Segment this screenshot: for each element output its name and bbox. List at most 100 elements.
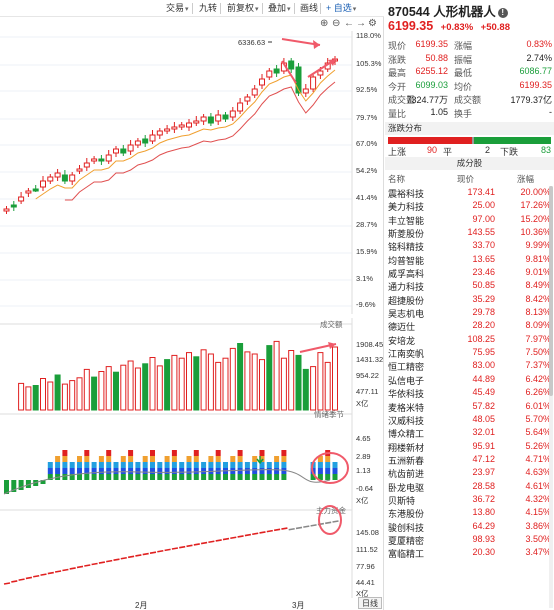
candle-body [149, 134, 156, 142]
component-row[interactable]: 杭齿前进 23.97 4.63% [385, 466, 554, 479]
component-row[interactable]: 翔楼新材 95.91 5.26% [385, 440, 554, 453]
flow-segment [186, 544, 193, 548]
kline-chart[interactable]: 6336.63 [0, 31, 384, 314]
component-row[interactable]: 铭科精技 33.70 9.99% [385, 239, 554, 252]
component-row[interactable]: 江南奕帆 75.95 7.50% [385, 346, 554, 359]
change-percent: +0.83% [440, 22, 474, 33]
component-row[interactable]: 博众精工 32.01 5.64% [385, 426, 554, 439]
component-row[interactable]: 夏厦精密 98.93 3.50% [385, 533, 554, 546]
component-price: 32.01 [472, 427, 495, 438]
component-row[interactable]: 汉威科技 48.05 5.70% [385, 413, 554, 426]
price-panel[interactable]: 6336.63 118.0% 105.3% 92.5% 79.7% 67.0% 54.2%… [0, 31, 384, 314]
candle-body [32, 188, 39, 192]
volume-bar [193, 356, 200, 411]
zoom-in-icon[interactable]: ⊕ [320, 18, 329, 29]
component-row[interactable]: 骏创科技 64.29 3.86% [385, 520, 554, 533]
mood-title: 情绪季节 [314, 409, 344, 419]
component-change: 17.26% [520, 200, 551, 211]
mood-bar-segment [281, 468, 287, 474]
distribution-bar-up [388, 137, 472, 144]
flow-segment [40, 573, 47, 576]
chart-area[interactable]: 交易▾ 九转 前复权▾ 叠加▾ 画线 + 自选▾ ⊕ ⊖ ← → ⚙ 6336.… [0, 0, 384, 610]
mood-bar-segment [47, 474, 53, 480]
component-row[interactable]: 震裕科技 173.41 20.00% [385, 186, 554, 199]
arrow-right-icon[interactable]: → [356, 18, 366, 29]
mood-bar-segment [84, 474, 90, 480]
volume-bar [134, 367, 141, 411]
volume-bar [215, 361, 222, 411]
scrollbar-track[interactable] [549, 186, 553, 608]
mood-chart[interactable]: 情绪季节 [0, 408, 384, 506]
stock-code: 870544 [388, 5, 430, 19]
component-name: 通力科技 [388, 282, 425, 293]
header-price[interactable]: 现价 [457, 174, 475, 184]
mood-bar-segment [259, 474, 265, 480]
mood-bar-segment [171, 462, 177, 468]
mood-bar-segment [325, 468, 331, 474]
component-row[interactable]: 斯菱股份 143.55 10.36% [385, 226, 554, 239]
component-row[interactable]: 恒工精密 83.00 7.37% [385, 359, 554, 372]
overlay-menu[interactable]: 叠加▾ [268, 3, 291, 13]
component-row[interactable]: 美力科技 25.00 17.26% [385, 199, 554, 212]
mood-axis-label: X亿 [356, 496, 369, 505]
volume-chart[interactable]: 成交额 [0, 318, 384, 412]
mood-bar-segment [142, 474, 148, 480]
component-row[interactable]: 威孚高科 23.46 9.01% [385, 266, 554, 279]
component-change: 7.50% [525, 347, 551, 358]
mood-bar-segment [266, 462, 272, 468]
component-row[interactable]: 均普智能 13.65 9.81% [385, 253, 554, 266]
flow-panel[interactable]: 主力资金 145.08 111.52 77.96 44.41 X亿 [0, 504, 384, 598]
info-icon[interactable]: ! [497, 8, 508, 18]
mood-bar-segment [215, 456, 221, 462]
flow-segment [193, 543, 200, 546]
toolbar-divider [294, 3, 295, 14]
component-row[interactable]: 麦格米特 57.82 6.01% [385, 400, 554, 413]
component-row[interactable]: 弘信电子 44.89 6.42% [385, 373, 554, 386]
component-price: 47.12 [472, 453, 495, 464]
component-row[interactable]: 安培龙 108.25 7.97% [385, 333, 554, 346]
mood-bar-segment [201, 462, 207, 468]
jiuzhuan-button[interactable]: 九转 [199, 3, 218, 13]
component-row[interactable]: 富临精工 20.30 3.47% [385, 546, 554, 559]
mood-panel[interactable]: 情绪季节 4.65 2.89 1.13 -0.64 X亿 [0, 408, 384, 506]
settings-icon[interactable]: ⚙ [368, 18, 377, 29]
component-row[interactable]: 东港股份 13.80 4.15% [385, 506, 554, 519]
mood-bar-segment [62, 468, 68, 474]
flow-segment [332, 520, 339, 523]
mood-bar-segment [237, 468, 243, 474]
mood-bar-segment [325, 456, 331, 462]
mood-bar [33, 480, 39, 486]
mood-bar-segment [98, 468, 104, 474]
header-change[interactable]: 涨幅 [517, 174, 535, 184]
component-row[interactable]: 丰立智能 97.00 15.20% [385, 213, 554, 226]
mood-bar-segment [77, 456, 82, 462]
component-row[interactable]: 通力科技 50.85 8.49% [385, 279, 554, 292]
components-list[interactable]: 震裕科技 173.41 20.00% 美力科技 25.00 17.26% 丰立智能 97.00… [385, 186, 554, 560]
component-row[interactable]: 昊志机电 29.78 8.13% [385, 306, 554, 319]
component-row[interactable]: 卧龙电驱 28.58 4.61% [385, 480, 554, 493]
quote-value: 2.74% [526, 52, 552, 63]
volume-panel[interactable]: 成交额 1908.45 1431.32 954.22 477.11 X亿 [0, 318, 384, 412]
candle-body [25, 190, 32, 194]
trade-menu[interactable]: 交易▾ [166, 3, 189, 13]
down-label: 下跌 [500, 147, 519, 157]
flow-chart[interactable]: 主力资金 [0, 504, 384, 598]
draw-line-button[interactable]: 画线 [300, 3, 319, 13]
volume-bar [310, 366, 317, 411]
high-price-label: 6336.63 [238, 38, 265, 47]
header-name[interactable]: 名称 [388, 174, 406, 184]
period-button[interactable]: 日线 [358, 597, 382, 609]
component-row[interactable]: 超捷股份 35.29 8.42% [385, 293, 554, 306]
mood-bar-segment [84, 456, 90, 462]
add-watchlist-button[interactable]: + 自选▾ [326, 3, 357, 13]
candle-body [171, 126, 178, 130]
scrollbar-thumb[interactable] [549, 186, 553, 396]
component-row[interactable]: 贝斯特 36.72 4.32% [385, 493, 554, 506]
zoom-out-icon[interactable]: ⊖ [332, 18, 341, 29]
mood-bar-segment [179, 462, 185, 468]
arrow-left-icon[interactable]: ← [344, 18, 354, 29]
adjust-menu[interactable]: 前复权▾ [227, 3, 259, 13]
component-row[interactable]: 德迈仕 28.20 8.09% [385, 319, 554, 332]
component-row[interactable]: 华依科技 45.49 6.26% [385, 386, 554, 399]
component-row[interactable]: 五洲新春 47.12 4.71% [385, 453, 554, 466]
